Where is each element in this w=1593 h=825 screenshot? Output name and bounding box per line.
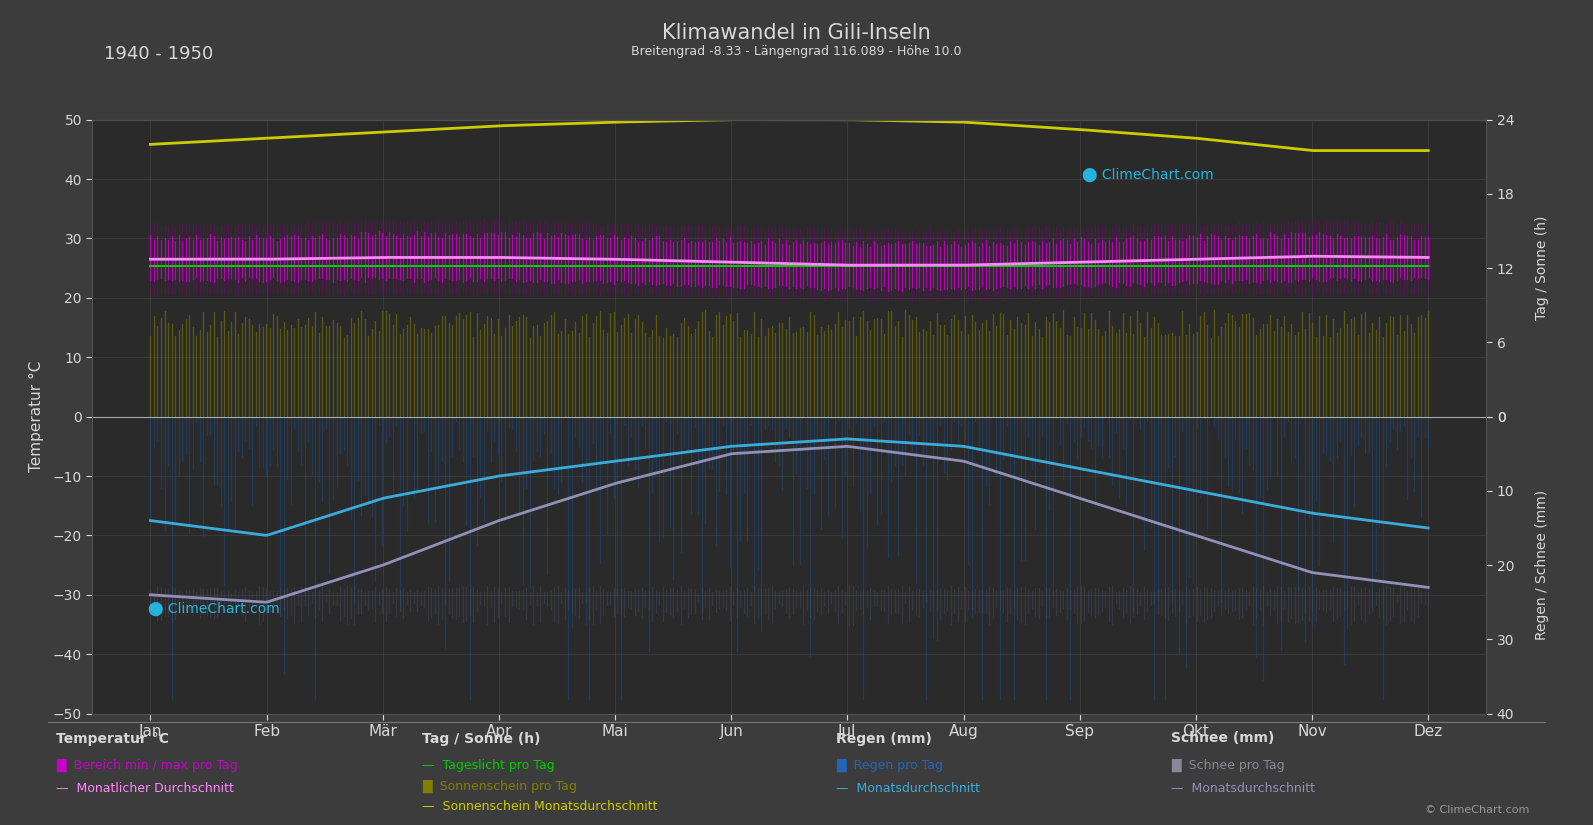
- Text: —  Tageslicht pro Tag: — Tageslicht pro Tag: [422, 759, 554, 772]
- Y-axis label: Temperatur °C: Temperatur °C: [29, 361, 45, 472]
- Text: █  Regen pro Tag: █ Regen pro Tag: [836, 759, 943, 772]
- Text: Klimawandel in Gili-Inseln: Klimawandel in Gili-Inseln: [663, 23, 930, 43]
- Text: Tag / Sonne (h): Tag / Sonne (h): [1536, 216, 1548, 320]
- Text: —  Sonnenschein Monatsdurchschnitt: — Sonnenschein Monatsdurchschnitt: [422, 800, 658, 813]
- Text: █  Schnee pro Tag: █ Schnee pro Tag: [1171, 759, 1284, 772]
- Text: —  Monatsdurchschnitt: — Monatsdurchschnitt: [836, 782, 980, 795]
- Text: 1940 - 1950: 1940 - 1950: [104, 45, 213, 64]
- Text: Tag / Sonne (h): Tag / Sonne (h): [422, 732, 540, 746]
- Text: Temperatur °C: Temperatur °C: [56, 732, 169, 746]
- Text: Breitengrad -8.33 - Längengrad 116.089 - Höhe 10.0: Breitengrad -8.33 - Längengrad 116.089 -…: [631, 45, 962, 59]
- Text: █  Bereich min / max pro Tag: █ Bereich min / max pro Tag: [56, 759, 237, 772]
- Text: —  Monatsdurchschnitt: — Monatsdurchschnitt: [1171, 782, 1314, 795]
- Text: Regen (mm): Regen (mm): [836, 732, 932, 746]
- Text: ⬤ ClimeChart.com: ⬤ ClimeChart.com: [1082, 168, 1214, 182]
- Text: ⬤ ClimeChart.com: ⬤ ClimeChart.com: [148, 601, 280, 616]
- Text: —  Monatlicher Durchschnitt: — Monatlicher Durchschnitt: [56, 782, 234, 795]
- Text: © ClimeChart.com: © ClimeChart.com: [1424, 804, 1529, 814]
- Text: █  Sonnenschein pro Tag: █ Sonnenschein pro Tag: [422, 780, 577, 793]
- Text: Regen / Schnee (mm): Regen / Schnee (mm): [1536, 490, 1548, 640]
- Text: Schnee (mm): Schnee (mm): [1171, 732, 1274, 746]
